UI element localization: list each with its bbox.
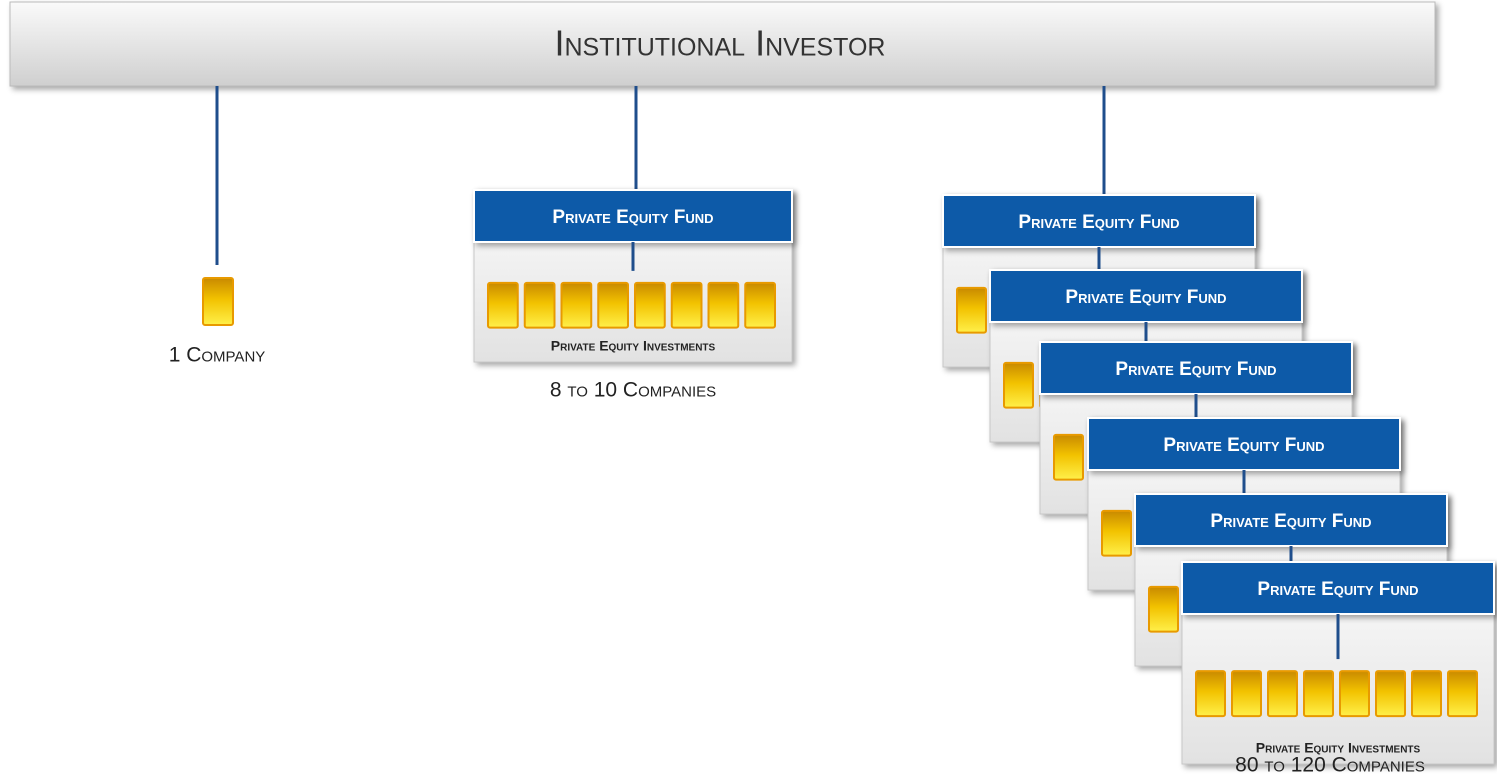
- company: [1375, 670, 1406, 718]
- investments-label: Private Equity Investments: [1256, 740, 1421, 756]
- direct-label: 1 Company: [169, 344, 266, 367]
- funds: Private Equity Fund Private Equity Invest…: [473, 189, 1495, 777]
- company: [1053, 433, 1084, 481]
- company: [1101, 509, 1132, 557]
- single-fund-label: 8 to 10 Companies: [550, 379, 716, 402]
- company: [1231, 670, 1262, 718]
- fund-header: [473, 189, 793, 243]
- company: [670, 281, 703, 329]
- company: [956, 286, 987, 334]
- fund-title: Private Equity Fund: [552, 207, 713, 228]
- investor-title: Institutional Investor: [555, 23, 886, 64]
- company: [1303, 670, 1334, 718]
- company: [487, 281, 519, 329]
- investments-label: Private Equity Investments: [551, 338, 716, 354]
- company: [1339, 670, 1370, 718]
- company: [523, 281, 556, 329]
- company: [1195, 670, 1226, 718]
- company: [597, 281, 629, 329]
- fund-title: Private Equity Fund: [1163, 435, 1324, 456]
- investor-bar: [9, 1, 1436, 87]
- fund-header: [1134, 493, 1448, 547]
- fund-header: [1039, 341, 1353, 395]
- company: [744, 281, 776, 329]
- fund-header: [1181, 561, 1495, 615]
- company: [707, 281, 740, 329]
- fund-header: [989, 269, 1303, 323]
- fund-of-funds-label: 80 to 120 Companies: [1235, 754, 1425, 777]
- company: [1003, 361, 1034, 409]
- company: [1267, 670, 1298, 718]
- fund-title: Private Equity Fund: [1018, 212, 1179, 233]
- fund-title: Private Equity Fund: [1065, 287, 1226, 308]
- fund-title: Private Equity Fund: [1210, 511, 1371, 532]
- fund-title: Private Equity Fund: [1257, 579, 1418, 600]
- company: [1447, 670, 1478, 718]
- company: [1411, 670, 1442, 718]
- company: [560, 281, 593, 329]
- fund-header: [942, 194, 1256, 248]
- company: [202, 277, 234, 326]
- company: [634, 281, 666, 329]
- fund-title: Private Equity Fund: [1115, 359, 1276, 380]
- company: [1148, 585, 1179, 633]
